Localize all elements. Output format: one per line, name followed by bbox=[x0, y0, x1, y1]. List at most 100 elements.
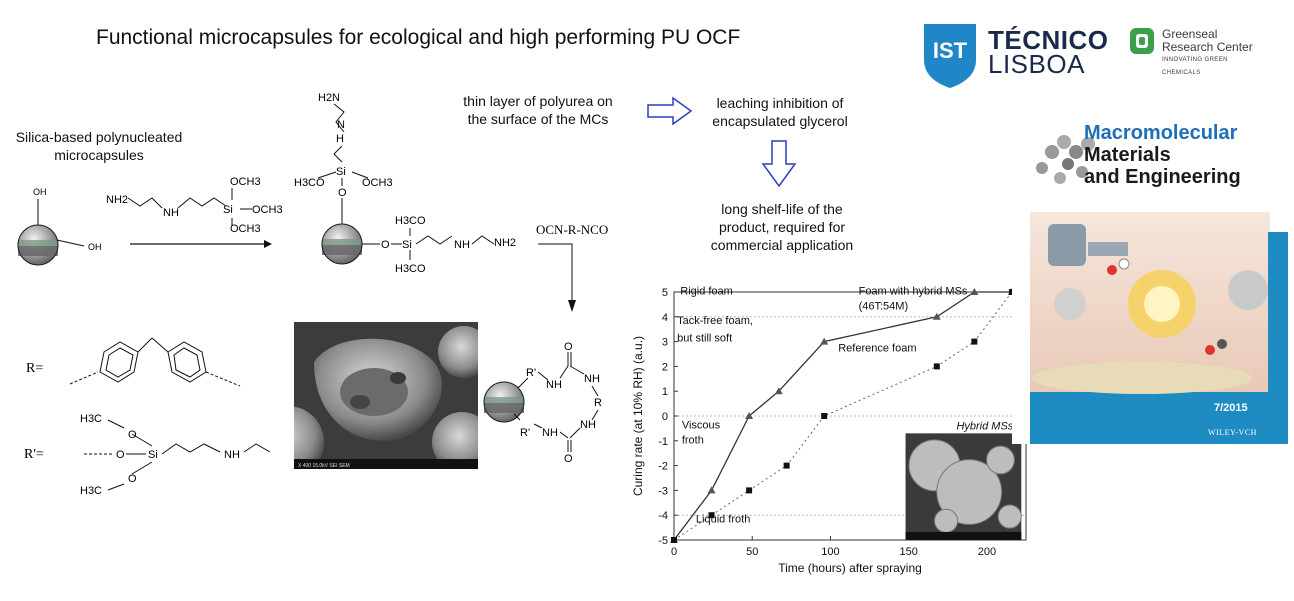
r-prime-group-label: R'= bbox=[24, 447, 44, 462]
chart-annotation: but still soft bbox=[677, 333, 732, 345]
chemistry-scheme: OH OH NH2 NH Si OCH3 OCH3 OCH3 H2N H N S… bbox=[17, 92, 608, 497]
flow-step-shelf-life-line1: long shelf-life of the bbox=[721, 201, 843, 217]
data-point-square bbox=[746, 487, 753, 494]
journal-title-line1: Macromolecular bbox=[1084, 122, 1238, 144]
right-arrow-icon bbox=[647, 96, 693, 126]
imine-group: NH bbox=[546, 379, 562, 391]
r-prime-substituent: R' bbox=[520, 427, 530, 439]
y-tick-label: -2 bbox=[658, 461, 668, 473]
inset-microsphere bbox=[986, 445, 1015, 475]
microcapsule-label-line1: Silica-based polynucleated bbox=[15, 129, 183, 145]
y-tick-label: -4 bbox=[658, 510, 668, 522]
data-point-square bbox=[708, 512, 715, 519]
data-point-triangle bbox=[774, 387, 783, 395]
r-group-label: R= bbox=[26, 361, 43, 376]
isocyanate-reagent: OCN-R-NCO bbox=[536, 222, 608, 237]
microcapsule-label-line2: microcapsules bbox=[54, 147, 144, 163]
amine-group: H2N bbox=[318, 92, 340, 104]
chart-annotation: Rigid foam bbox=[680, 285, 733, 297]
x-tick-label: 150 bbox=[899, 546, 917, 558]
tecnico-city: LISBOA bbox=[988, 49, 1085, 79]
inset-microsphere bbox=[936, 459, 1003, 525]
silica-particle bbox=[17, 224, 59, 266]
functionalized-particle bbox=[321, 223, 363, 265]
flow-step-polyurea-line1: thin layer of polyurea on bbox=[463, 93, 613, 109]
data-point-triangle bbox=[707, 486, 716, 494]
r-substituent: R bbox=[594, 397, 602, 409]
data-point-square bbox=[783, 462, 790, 469]
oxygen-atom: O bbox=[128, 429, 137, 441]
imine-group: NH bbox=[584, 373, 600, 385]
silicon-atom: Si bbox=[223, 204, 233, 216]
inset-microsphere bbox=[997, 504, 1022, 529]
tecnico-name: TÉCNICO bbox=[988, 25, 1109, 55]
flow-step-leaching: leaching inhibition of encapsulated glyc… bbox=[690, 94, 870, 130]
chart-annotation: Tack-free foam, bbox=[677, 315, 753, 327]
r-prime-substituent: R' bbox=[526, 367, 536, 379]
y-tick-label: -1 bbox=[658, 436, 668, 448]
data-point-square bbox=[671, 537, 677, 543]
x-axis-label: Time (hours) after spraying bbox=[778, 561, 922, 575]
diphenylmethane-structure bbox=[69, 337, 241, 387]
oxygen-atom: O bbox=[116, 449, 125, 461]
inset-scale-bar bbox=[905, 532, 1022, 540]
page-title: Functional microcapsules for ecological … bbox=[96, 26, 741, 49]
amine-group: NH2 bbox=[494, 237, 516, 249]
polyurea-coated-particle bbox=[483, 381, 525, 423]
methoxy-group: OCH3 bbox=[252, 204, 283, 216]
silicon-atom: Si bbox=[336, 166, 346, 178]
tecnico-logo: IST TÉCNICO LISBOA bbox=[922, 22, 1108, 88]
x-tick-label: 50 bbox=[746, 546, 758, 558]
x-tick-label: 100 bbox=[821, 546, 839, 558]
inset-microsphere bbox=[933, 508, 959, 533]
chart-annotation: (46T:54M) bbox=[859, 300, 909, 312]
methoxy-group: OCH3 bbox=[230, 223, 261, 235]
y-axis-label: Curing rate (at 10% RH) (a.u.) bbox=[631, 336, 645, 496]
chart-annotation: Reference foam bbox=[838, 343, 916, 355]
inset-label: Hybrid MSs bbox=[956, 420, 1013, 432]
imine-group: H bbox=[336, 133, 344, 145]
data-point-square bbox=[821, 413, 828, 419]
amine-group: NH2 bbox=[106, 194, 128, 206]
data-point-triangle bbox=[932, 312, 941, 320]
data-point-triangle bbox=[745, 412, 754, 419]
silicon-atom: Si bbox=[148, 449, 158, 461]
flow-step-leaching-line2: encapsulated glycerol bbox=[712, 113, 848, 129]
y-tick-label: 0 bbox=[662, 411, 668, 423]
imine-group: NH bbox=[542, 427, 558, 439]
curing-rate-chart: -5 -4 -3 -2 -1 0 1 2 3 4 5 0 50 100 150 200 Time (hours)… bbox=[610, 278, 1030, 588]
microcapsule-label: Silica-based polynucleated microcapsules bbox=[4, 128, 194, 164]
oxygen-atom: O bbox=[338, 187, 347, 199]
greenseal-logo: Greenseal Research Center INNOVATING GRE… bbox=[1128, 26, 1268, 76]
flow-step-polyurea: thin layer of polyurea on the surface of… bbox=[440, 92, 636, 128]
imine-group: NH bbox=[454, 239, 470, 251]
oxygen-atom: O bbox=[381, 239, 390, 251]
y-tick-label: 1 bbox=[662, 386, 668, 398]
imine-group: NH bbox=[224, 449, 240, 461]
chart-annotation: froth bbox=[682, 434, 704, 446]
flow-step-shelf-life-line2: product, required for bbox=[718, 219, 846, 235]
chart-annotation: Viscous bbox=[682, 419, 721, 431]
methoxy-group: H3CO bbox=[395, 215, 426, 227]
flow-step-shelf-life-line3: commercial application bbox=[710, 237, 854, 253]
methyl-group: H3C bbox=[80, 485, 102, 497]
imine-group: NH bbox=[163, 207, 179, 219]
data-point-square bbox=[1008, 289, 1015, 295]
imine-group: NH bbox=[580, 419, 596, 431]
nitrogen-atom: N bbox=[337, 119, 345, 131]
sem-micrograph: X 400 15.0kV SEI SEM bbox=[294, 322, 478, 469]
oxygen-atom: O bbox=[128, 473, 137, 485]
greenseal-tagline: INNOVATING GREEN CHEMICALS bbox=[1162, 57, 1228, 76]
chart-annotation: Liquid froth bbox=[696, 514, 750, 526]
molecule-illustration bbox=[1036, 135, 1095, 184]
chart-annotation: Foam with hybrid MSs bbox=[859, 285, 968, 297]
flow-step-polyurea-line2: the surface of the MCs bbox=[467, 111, 609, 127]
greenseal-subname: Research Center bbox=[1162, 40, 1253, 54]
journal-cover: Macromolecular Materials and Engineering… bbox=[1012, 92, 1288, 444]
greenseal-name: Greenseal bbox=[1162, 27, 1218, 41]
journal-title-line3: and Engineering bbox=[1084, 166, 1241, 188]
methyl-group: H3C bbox=[80, 413, 102, 425]
series-line bbox=[673, 291, 1013, 541]
sem-scale-text: X 400 15.0kV SEI SEM bbox=[298, 463, 350, 469]
